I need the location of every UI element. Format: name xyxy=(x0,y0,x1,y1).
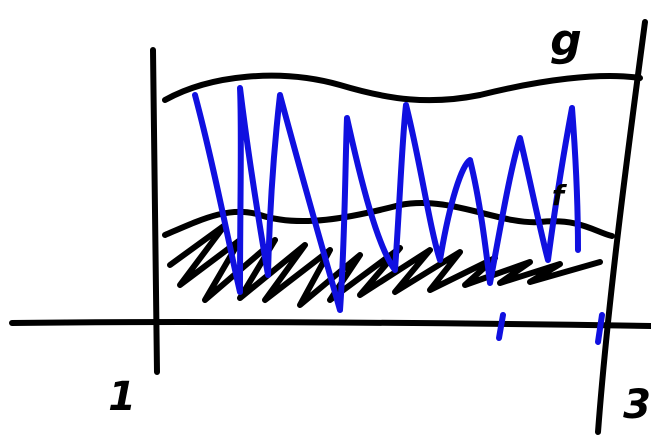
page: {"labels": {"upper_curve": "g", "lower_c… xyxy=(0,0,651,436)
label-3: 3 xyxy=(623,382,651,428)
left-bound-line xyxy=(153,50,157,372)
x-axis xyxy=(12,322,651,326)
axis-tick xyxy=(598,315,602,342)
right-bound-line xyxy=(598,22,645,432)
curve-f xyxy=(165,203,612,236)
curve-g xyxy=(165,76,640,101)
label-f: f xyxy=(552,179,568,212)
label-1: 1 xyxy=(108,374,136,420)
sketch: g f 1 3 xyxy=(0,0,651,436)
label-g: g xyxy=(550,15,582,66)
axis-tick xyxy=(499,315,503,338)
